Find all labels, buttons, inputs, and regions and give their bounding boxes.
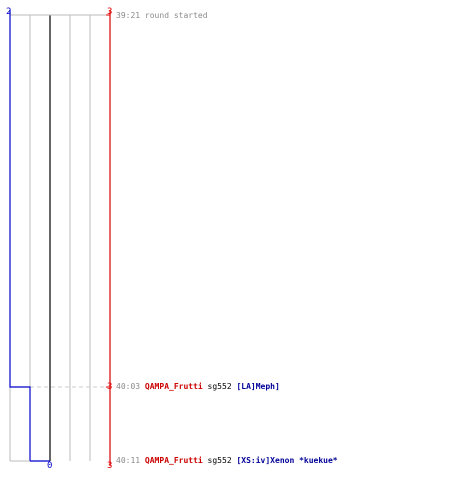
score-right-top: 3	[107, 7, 113, 17]
event-weapon: sg552	[207, 382, 232, 391]
score-left-top: 2	[6, 7, 12, 17]
score-center-bottom: 0	[47, 461, 53, 471]
event-killer: QAMPA_Frutti	[144, 456, 203, 465]
event-victim: [LA]Meph]	[236, 382, 280, 391]
team-left-score-line	[9, 10, 50, 462]
score-right-bottom: 3	[107, 461, 113, 471]
event-message: round started	[144, 11, 208, 20]
event-round-start: 39:21 round started	[116, 11, 208, 21]
event-weapon: sg552	[207, 456, 232, 465]
event-time: 40:11	[116, 456, 141, 465]
event-kill: 40:03 QAMPA_Frutti sg552 [LA]Meph]	[116, 382, 280, 392]
score-right-mid: 3	[107, 382, 113, 392]
event-victim: [XS:iv]Xenon *kuekue*	[236, 456, 338, 465]
event-kill: 40:11 QAMPA_Frutti sg552 [XS:iv]Xenon *k…	[116, 456, 338, 466]
event-time: 39:21	[116, 11, 141, 20]
event-killer: QAMPA_Frutti	[144, 382, 203, 391]
event-time: 40:03	[116, 382, 141, 391]
